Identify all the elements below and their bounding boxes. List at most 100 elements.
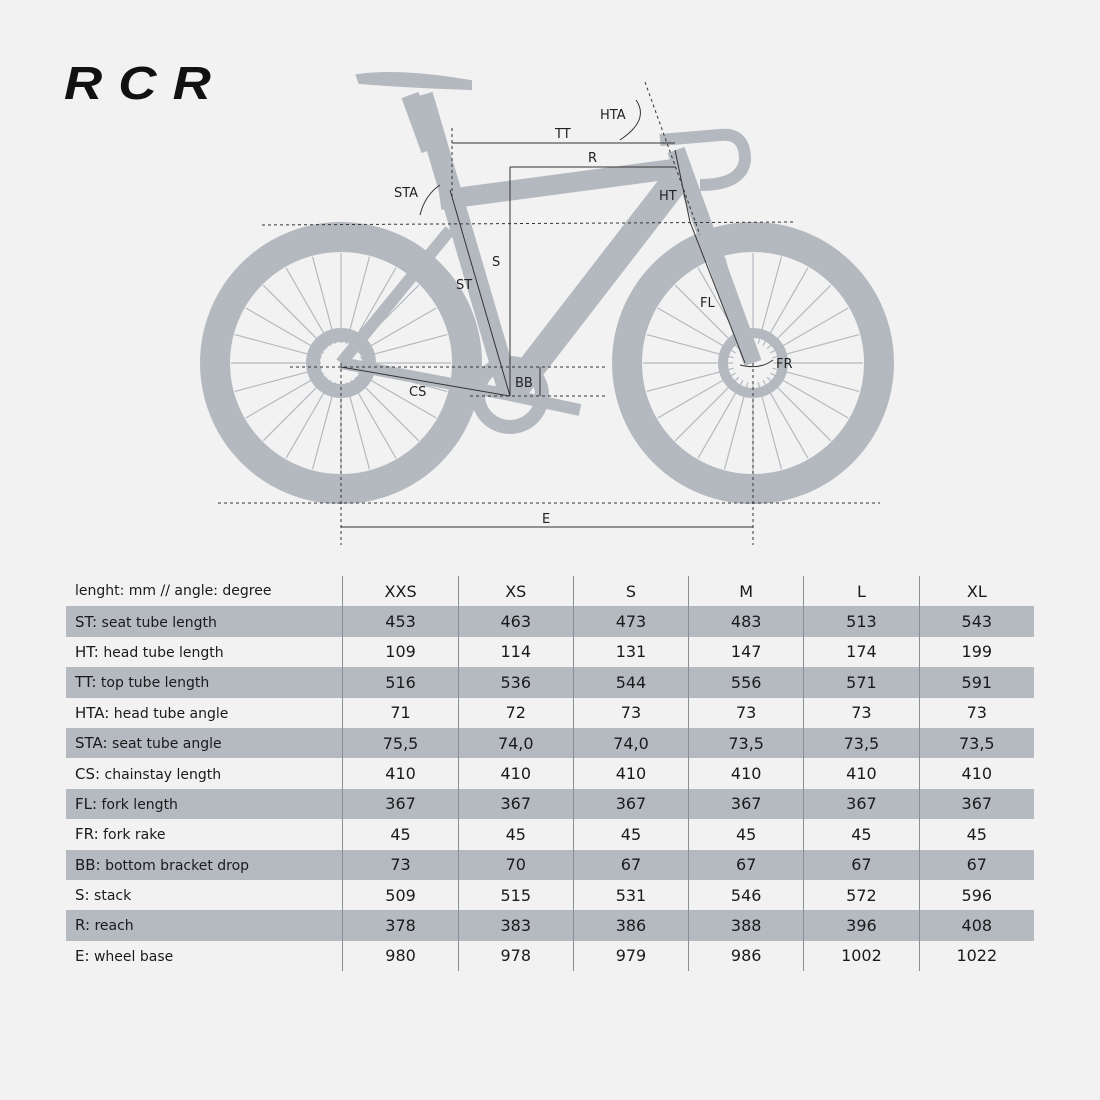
row-value: 73 xyxy=(342,849,459,880)
spoke xyxy=(657,307,736,354)
row-value: 74,0 xyxy=(457,727,574,759)
row-value: 131 xyxy=(572,636,689,668)
row-value: 367 xyxy=(688,788,804,820)
size-header: M xyxy=(688,576,804,607)
row-value: 386 xyxy=(572,910,689,941)
row-name: stack xyxy=(94,888,132,905)
spoke xyxy=(657,372,736,419)
label-hta: HTA xyxy=(600,108,626,123)
row-value: 45 xyxy=(457,819,574,850)
bike-geometry-diagram: TT R HTA STA HT S ST FL FR BB CS E xyxy=(200,72,894,545)
row-name: chainstay length xyxy=(104,766,222,783)
table-row: FR: fork rake 45 45 45 45 45 45 xyxy=(66,819,1034,850)
row-value: 483 xyxy=(688,606,804,637)
row-value: 515 xyxy=(457,879,574,911)
row-value: 509 xyxy=(342,879,459,911)
row-value: 73,5 xyxy=(918,727,1034,759)
row-value: 45 xyxy=(342,819,459,850)
row-label: R: reach xyxy=(66,910,343,941)
table-row: S: stack 509 515 531 546 572 596 xyxy=(66,879,1034,911)
label-fr: FR xyxy=(776,357,793,372)
row-abbr: E: xyxy=(75,946,90,965)
label-r: R xyxy=(588,151,597,166)
row-value: 67 xyxy=(688,849,804,880)
label-st: ST xyxy=(456,278,472,293)
table-header-row: lenght: mm // angle: degree XXS XS S M L… xyxy=(66,576,1034,607)
row-name: fork rake xyxy=(103,827,166,844)
spoke xyxy=(766,376,832,442)
row-abbr: R: xyxy=(75,916,91,935)
row-value: 410 xyxy=(688,758,804,789)
size-header: XL xyxy=(918,576,1034,607)
crank-arm xyxy=(508,389,582,416)
row-value: 67 xyxy=(572,849,689,880)
row-value: 45 xyxy=(572,819,689,850)
table-row: TT: top tube length 516 536 544 556 571 591 xyxy=(66,667,1034,698)
row-value: 73 xyxy=(572,697,689,728)
spoke xyxy=(646,333,734,359)
label-sta: STA xyxy=(394,186,418,201)
sta-arc xyxy=(419,184,441,216)
row-value: 367 xyxy=(572,788,689,820)
table-row: CS: chainstay length 410 410 410 410 410 410 xyxy=(66,758,1034,789)
row-value: 463 xyxy=(457,606,574,637)
row-value: 556 xyxy=(688,667,804,698)
table-row: HTA: head tube angle 71 72 73 73 73 73 xyxy=(66,697,1034,728)
row-name: fork length xyxy=(101,796,178,813)
table-row: R: reach 378 383 386 388 396 408 xyxy=(66,910,1034,941)
spoke xyxy=(345,256,371,344)
row-value: 546 xyxy=(688,879,804,911)
row-value: 367 xyxy=(918,788,1034,820)
row-value: 1002 xyxy=(803,940,920,972)
size-header: XXS xyxy=(342,576,459,607)
row-value: 473 xyxy=(572,606,689,637)
row-value: 71 xyxy=(342,697,459,728)
spoke xyxy=(770,307,849,354)
row-value: 67 xyxy=(918,849,1034,880)
row-value: 73 xyxy=(803,697,920,728)
row-value: 410 xyxy=(572,758,689,789)
row-label: FR: fork rake xyxy=(66,819,343,849)
row-label: HT: head tube length xyxy=(66,637,343,667)
st-line xyxy=(449,189,511,397)
geometry-table: lenght: mm // angle: degree XXS XS S M L… xyxy=(66,576,1034,972)
label-bb: BB xyxy=(515,376,533,391)
row-label: FL: fork length xyxy=(66,788,343,820)
row-value: 367 xyxy=(342,788,459,820)
row-value: 147 xyxy=(688,636,804,668)
row-value: 543 xyxy=(918,606,1034,637)
row-abbr: ST: xyxy=(75,612,98,631)
row-value: 114 xyxy=(457,636,574,668)
spoke xyxy=(772,367,860,393)
table-row: FL: fork length 367 367 367 367 367 367 xyxy=(66,788,1034,820)
size-header: L xyxy=(803,576,920,607)
hta-arc xyxy=(619,99,641,141)
bike-silhouette xyxy=(200,72,894,504)
row-value: 367 xyxy=(803,788,920,820)
row-value: 73 xyxy=(918,697,1034,728)
row-label: TT: top tube length xyxy=(66,667,343,698)
row-value: 408 xyxy=(918,910,1034,941)
table-row: STA: seat tube angle 75,5 74,0 74,0 73,5 73,5… xyxy=(66,727,1034,759)
row-name: bottom bracket drop xyxy=(105,857,250,874)
row-name: reach xyxy=(94,918,134,935)
row-value: 544 xyxy=(572,667,689,698)
rcr-logo: RCR xyxy=(64,57,227,109)
row-value: 45 xyxy=(803,819,920,850)
label-s: S xyxy=(492,255,500,270)
row-value: 378 xyxy=(342,910,459,941)
row-value: 978 xyxy=(457,940,574,972)
row-value: 513 xyxy=(803,606,920,637)
row-value: 109 xyxy=(342,636,459,668)
row-value: 980 xyxy=(342,940,459,972)
spoke xyxy=(766,284,832,350)
row-value: 73,5 xyxy=(803,727,920,759)
row-value: 367 xyxy=(457,788,574,820)
row-value: 383 xyxy=(457,910,574,941)
label-cs: CS xyxy=(409,385,426,400)
spoke xyxy=(311,256,337,344)
spoke xyxy=(234,367,322,393)
row-value: 75,5 xyxy=(342,727,459,759)
row-abbr: FR: xyxy=(75,825,99,844)
row-abbr: HT: xyxy=(75,642,99,661)
